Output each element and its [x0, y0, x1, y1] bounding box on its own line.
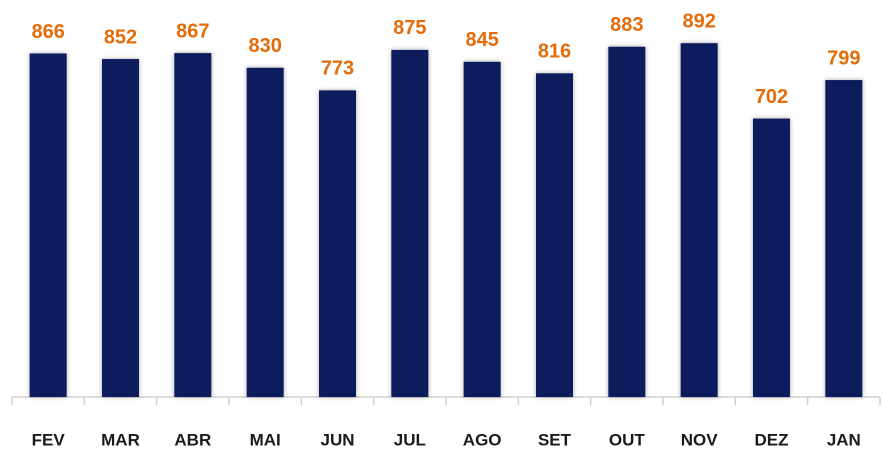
x-tick-label: JUN [320, 430, 354, 449]
x-tick-label: DEZ [755, 430, 789, 449]
x-tick-label: AGO [463, 430, 502, 449]
data-label: 799 [827, 47, 860, 69]
data-label: 866 [31, 21, 64, 43]
data-label: 773 [321, 58, 354, 80]
data-label: 867 [176, 20, 209, 42]
data-label: 875 [393, 17, 426, 39]
bar [391, 49, 429, 398]
x-tick-label: MAI [250, 430, 281, 449]
bar [319, 90, 356, 398]
x-tick-label: ABR [174, 430, 211, 449]
data-label: 845 [465, 29, 498, 51]
bar [825, 80, 863, 398]
x-tick-label: MAR [101, 430, 140, 449]
data-label: 816 [538, 41, 571, 63]
bar [246, 67, 284, 398]
bar [753, 118, 790, 397]
data-label: 883 [610, 14, 643, 36]
x-tick-label: JAN [827, 430, 861, 449]
x-tick-label: SET [538, 430, 572, 449]
bar [102, 59, 139, 397]
bar [608, 46, 646, 397]
x-tick-label: FEV [32, 430, 66, 449]
data-label: 892 [682, 10, 715, 32]
bar [463, 61, 501, 398]
x-tick-label: NOV [681, 430, 719, 449]
data-label: 702 [755, 86, 788, 108]
x-tick-label: OUT [609, 430, 646, 449]
bar [174, 53, 212, 398]
data-label: 852 [104, 26, 137, 48]
bar [29, 53, 67, 398]
bar [536, 73, 573, 397]
bar [680, 43, 718, 397]
x-tick-label: JUL [394, 430, 426, 449]
data-label: 830 [248, 35, 281, 57]
